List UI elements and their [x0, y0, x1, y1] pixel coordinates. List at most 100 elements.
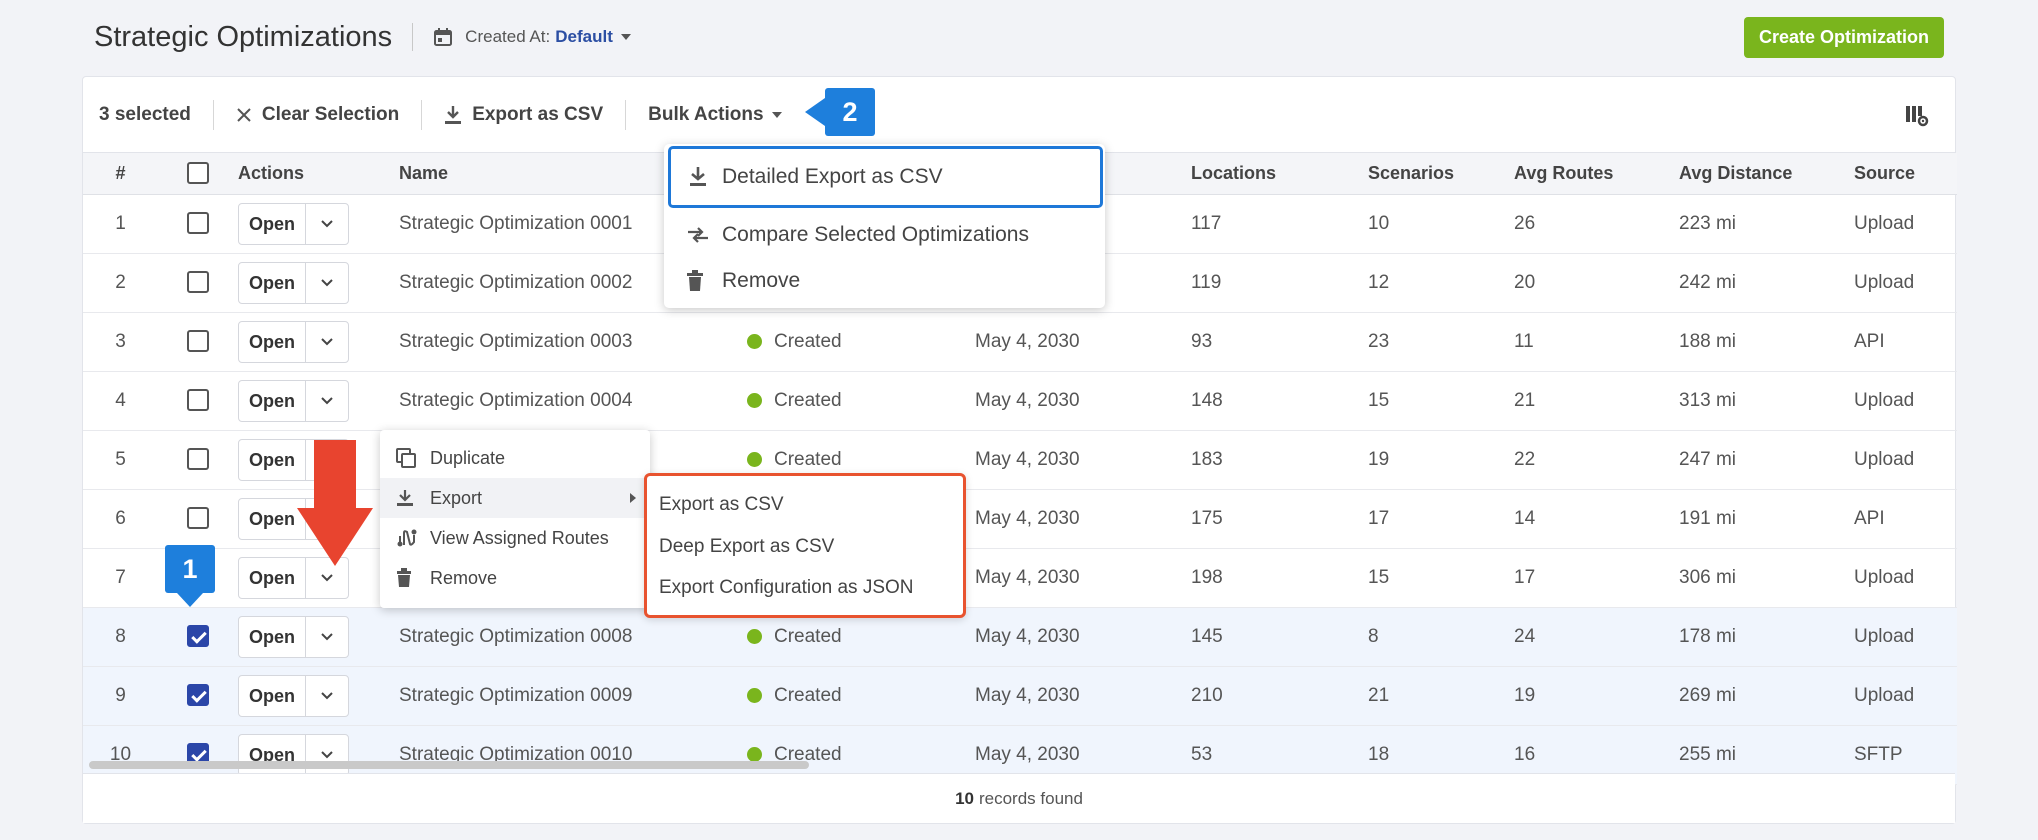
column-header-avg-distance[interactable]: Avg Distance: [1679, 162, 1793, 183]
created-date: May 4, 2030: [975, 625, 1080, 647]
row-select-cell[interactable]: [158, 430, 238, 489]
avg-distance: 223 mi: [1679, 212, 1737, 234]
status-label: Created: [774, 330, 842, 352]
avg-routes: 16: [1514, 743, 1536, 765]
row-select-cell[interactable]: [158, 371, 238, 430]
status-cell: Created: [747, 725, 975, 784]
row-checkbox[interactable]: [187, 507, 209, 530]
step-2-callout: 2: [805, 88, 875, 136]
submenu-deep-export-csv-item[interactable]: Deep Export as CSV: [659, 536, 835, 557]
open-button[interactable]: Open: [239, 439, 307, 480]
optimization-name[interactable]: Strategic Optimization 0002: [399, 271, 633, 293]
optimization-name[interactable]: Strategic Optimization 0009: [399, 684, 633, 706]
table-row[interactable]: 2 Open Strategic Optimization 0002 119 12 20 2…: [83, 253, 1957, 312]
row-actions-dropdown[interactable]: [306, 204, 348, 244]
clear-selection-button[interactable]: Clear Selection: [236, 104, 399, 126]
open-button[interactable]: Open: [239, 498, 307, 539]
locations-count: 145: [1191, 625, 1223, 647]
status-cell: Created: [747, 312, 975, 371]
row-checkbox[interactable]: [187, 389, 209, 412]
table-row[interactable]: 4 Open Strategic Optimization 0004 Created M…: [83, 371, 1957, 430]
export-item[interactable]: Export: [380, 478, 650, 518]
compare-optimizations-item[interactable]: Compare Selected Optimizations: [664, 212, 1105, 258]
optimization-name[interactable]: Strategic Optimization 0001: [399, 212, 633, 234]
bulk-actions-button[interactable]: Bulk Actions: [648, 104, 782, 126]
compare-optimizations-label: Compare Selected Optimizations: [722, 223, 1029, 246]
column-header-locations[interactable]: Locations: [1191, 162, 1277, 183]
created-date: May 4, 2030: [975, 684, 1080, 706]
row-select-cell[interactable]: [158, 253, 238, 312]
open-button[interactable]: Open: [239, 262, 307, 303]
row-number: 4: [115, 389, 126, 411]
row-actions-dropdown[interactable]: [306, 558, 348, 598]
row-select-cell[interactable]: [158, 607, 238, 666]
row-actions-dropdown[interactable]: [306, 381, 348, 421]
status-label: Created: [774, 625, 842, 647]
row-checkbox[interactable]: [187, 625, 209, 648]
row-select-cell[interactable]: [158, 312, 238, 371]
table-row[interactable]: 1 Open Strategic Optimization 0001 117 10 26 2…: [83, 194, 1957, 253]
row-select-cell[interactable]: [158, 489, 238, 548]
avg-routes: 24: [1514, 625, 1536, 647]
column-settings-icon[interactable]: [1905, 105, 1929, 127]
open-button[interactable]: Open: [239, 321, 307, 362]
optimization-name[interactable]: Strategic Optimization 0004: [399, 389, 633, 411]
source: SFTP: [1854, 743, 1903, 765]
scrollbar-thumb[interactable]: [89, 761, 809, 769]
row-checkbox[interactable]: [187, 684, 209, 707]
row-checkbox[interactable]: [187, 448, 209, 471]
open-button[interactable]: Open: [239, 616, 307, 657]
toolbar-divider: [625, 99, 627, 130]
row-number: 3: [115, 330, 126, 352]
row-remove-item[interactable]: Remove: [380, 558, 650, 598]
table-row[interactable]: 3 Open Strategic Optimization 0003 Created M…: [83, 312, 1957, 371]
row-checkbox[interactable]: [187, 330, 209, 353]
open-button[interactable]: Open: [239, 734, 307, 775]
optimization-name[interactable]: Strategic Optimization 0010: [399, 743, 633, 765]
chevron-down-icon: [321, 573, 333, 581]
open-button[interactable]: Open: [239, 203, 307, 244]
row-number: 10: [109, 743, 132, 765]
row-select-cell[interactable]: [158, 194, 238, 253]
status-dot-icon: [747, 334, 762, 349]
export-csv-button[interactable]: Export as CSV: [444, 104, 603, 126]
create-optimization-button[interactable]: Create Optimization: [1743, 17, 1944, 58]
created-date: May 4, 2030: [975, 566, 1080, 588]
submenu-export-json-item[interactable]: Export Configuration as JSON: [659, 577, 914, 598]
open-button[interactable]: Open: [239, 557, 307, 598]
row-actions-dropdown[interactable]: [306, 676, 348, 716]
download-icon: [445, 105, 462, 124]
row-actions-dropdown[interactable]: [306, 617, 348, 657]
chevron-right-icon: [630, 493, 636, 503]
row-select-cell[interactable]: [158, 666, 238, 725]
column-header-number: #: [115, 162, 126, 183]
avg-routes: 26: [1514, 212, 1536, 234]
row-number: 5: [115, 448, 126, 470]
open-button[interactable]: Open: [239, 380, 307, 421]
row-checkbox[interactable]: [187, 212, 209, 235]
optimization-name[interactable]: Strategic Optimization 0008: [399, 625, 633, 647]
row-actions-dropdown[interactable]: [306, 263, 348, 303]
route-icon: [397, 529, 417, 547]
column-header-select[interactable]: [158, 153, 238, 194]
submenu-export-csv-item[interactable]: Export as CSV: [659, 494, 784, 515]
row-actions-dropdown[interactable]: [306, 322, 348, 362]
table-row[interactable]: 9 Open Strategic Optimization 0009 Created M…: [83, 666, 1957, 725]
column-header-scenarios[interactable]: Scenarios: [1368, 162, 1455, 183]
select-all-checkbox[interactable]: [187, 162, 209, 185]
horizontal-scrollbar[interactable]: [89, 761, 1947, 769]
duplicate-item[interactable]: Duplicate: [380, 438, 650, 478]
optimization-name[interactable]: Strategic Optimization 0003: [399, 330, 633, 352]
column-header-source[interactable]: Source: [1854, 162, 1916, 183]
detailed-export-csv-item[interactable]: Detailed Export as CSV: [668, 146, 1103, 208]
row-actions-dropdown[interactable]: [306, 735, 348, 775]
column-header-name[interactable]: Name: [399, 162, 449, 183]
open-button[interactable]: Open: [239, 675, 307, 716]
bulk-remove-item[interactable]: Remove: [664, 258, 1105, 304]
view-assigned-routes-item[interactable]: View Assigned Routes: [380, 518, 650, 558]
table-row[interactable]: 8 Open Strategic Optimization 0008 Created M…: [83, 607, 1957, 666]
row-number: 7: [115, 566, 126, 588]
row-checkbox[interactable]: [187, 271, 209, 294]
column-header-avg-routes[interactable]: Avg Routes: [1514, 162, 1614, 183]
created-at-filter[interactable]: Created At: Default: [433, 27, 631, 47]
